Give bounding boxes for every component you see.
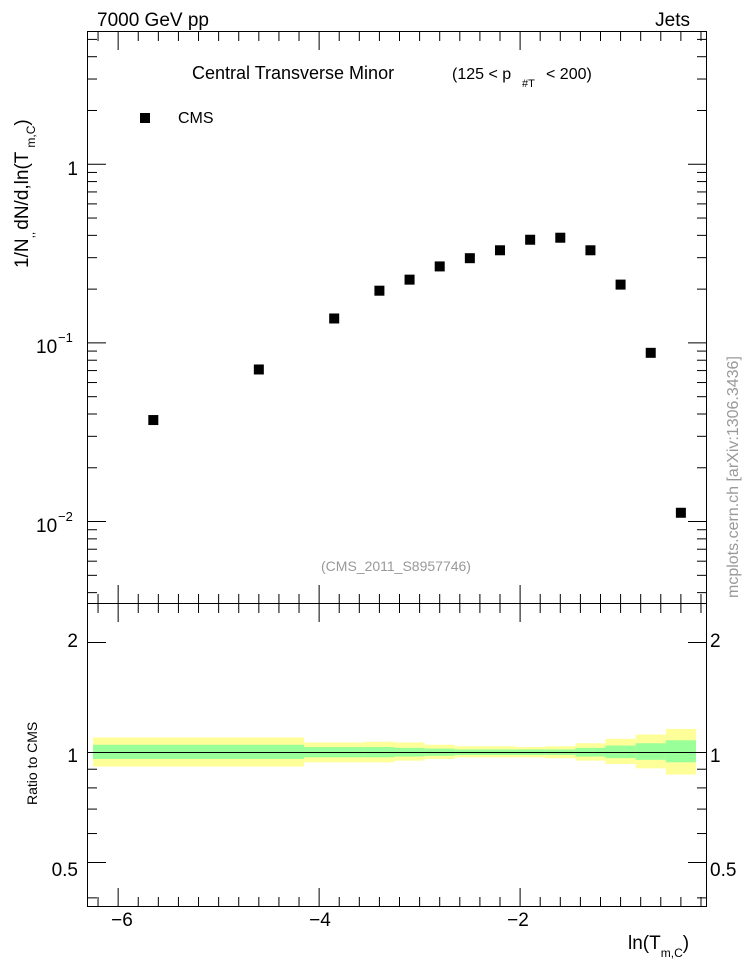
ratio-axis-ticks: [88, 642, 706, 899]
cms-data-point: [434, 261, 445, 272]
x-tick-label--4: −4: [309, 910, 331, 931]
header-right-label: Jets: [655, 10, 690, 31]
y-tick-label-0.1: 10 −1: [36, 330, 73, 358]
svg-text:(125 < p: (125 < p: [452, 66, 511, 83]
svg-text:1/N,,dN/d,ln(Tm,C): 1/N,,dN/d,ln(Tm,C): [12, 119, 38, 268]
ratio-band-inner-0: [93, 744, 305, 759]
ratio-tick-label-0.5: 0.5: [52, 860, 78, 881]
ratio-band-inner-12: [665, 740, 696, 763]
svg-text:10: 10: [36, 516, 57, 537]
cms-data-point: [645, 347, 656, 358]
ratio-plot-frame: [87, 603, 707, 907]
svg-text:10: 10: [36, 337, 57, 358]
x-axis-label: ln(Tm,C): [628, 933, 689, 960]
svg-text:< 200): < 200): [546, 66, 592, 83]
cms-data-point: [675, 507, 686, 518]
ratio-band-inner-10: [605, 745, 636, 759]
x-tick-label--6: −6: [111, 910, 133, 931]
cms-data-point: [495, 245, 505, 256]
svg-text:ln(Tm,C): ln(Tm,C): [628, 933, 689, 960]
cms-data-point: [555, 232, 566, 243]
ratio-band-inner-11: [635, 743, 666, 760]
y-tick-label-1: 1: [67, 159, 78, 180]
y-tick-label-0.01: 10 −2: [36, 509, 73, 537]
svg-text:#T: #T: [522, 78, 535, 90]
main-axis-ticks: [88, 38, 706, 594]
ratio-tick-label-2: 2: [67, 631, 78, 652]
ratio-tick-label-right-1: 1: [710, 746, 721, 767]
cms-data-point: [464, 253, 475, 264]
cms-data-point: [148, 415, 159, 426]
ratio-tick-label-right-2: 2: [710, 631, 721, 652]
svg-text:Central Transverse Minor: Central Transverse Minor: [192, 63, 394, 83]
y-axis-label: 1/N,,dN/d,ln(Tm,C): [12, 119, 38, 268]
side-source-label: mcplots.cern.ch [arXiv:1306.3436]: [725, 356, 742, 598]
svg-text:−1: −1: [58, 330, 73, 345]
cms-data-point: [615, 279, 626, 290]
cms-data-point: [404, 274, 415, 285]
analysis-id-watermark: (CMS_2011_S8957746): [321, 558, 471, 574]
cms-data-point: [374, 285, 385, 296]
ratio-bands: [93, 728, 696, 775]
data-markers: [148, 232, 686, 518]
header-left-label: 7000 GeV pp: [97, 10, 209, 31]
cms-data-point: [329, 313, 340, 324]
x-axis-ticks: [97, 32, 702, 906]
legend: CMS: [140, 110, 214, 127]
plot-title: Central Transverse Minor (125 < p #T < 2…: [192, 63, 592, 90]
legend-marker: [140, 113, 150, 123]
legend-label: CMS: [178, 110, 214, 127]
cms-data-point: [525, 234, 536, 245]
cms-data-point: [253, 364, 264, 375]
x-tick-label--2: −2: [507, 910, 529, 931]
cms-data-point: [585, 245, 596, 256]
ratio-tick-label-1: 1: [67, 746, 78, 767]
ratio-axis-label: Ratio to CMS: [24, 722, 40, 805]
ratio-tick-label-right-0.5: 0.5: [710, 860, 736, 881]
svg-text:−2: −2: [58, 509, 73, 524]
